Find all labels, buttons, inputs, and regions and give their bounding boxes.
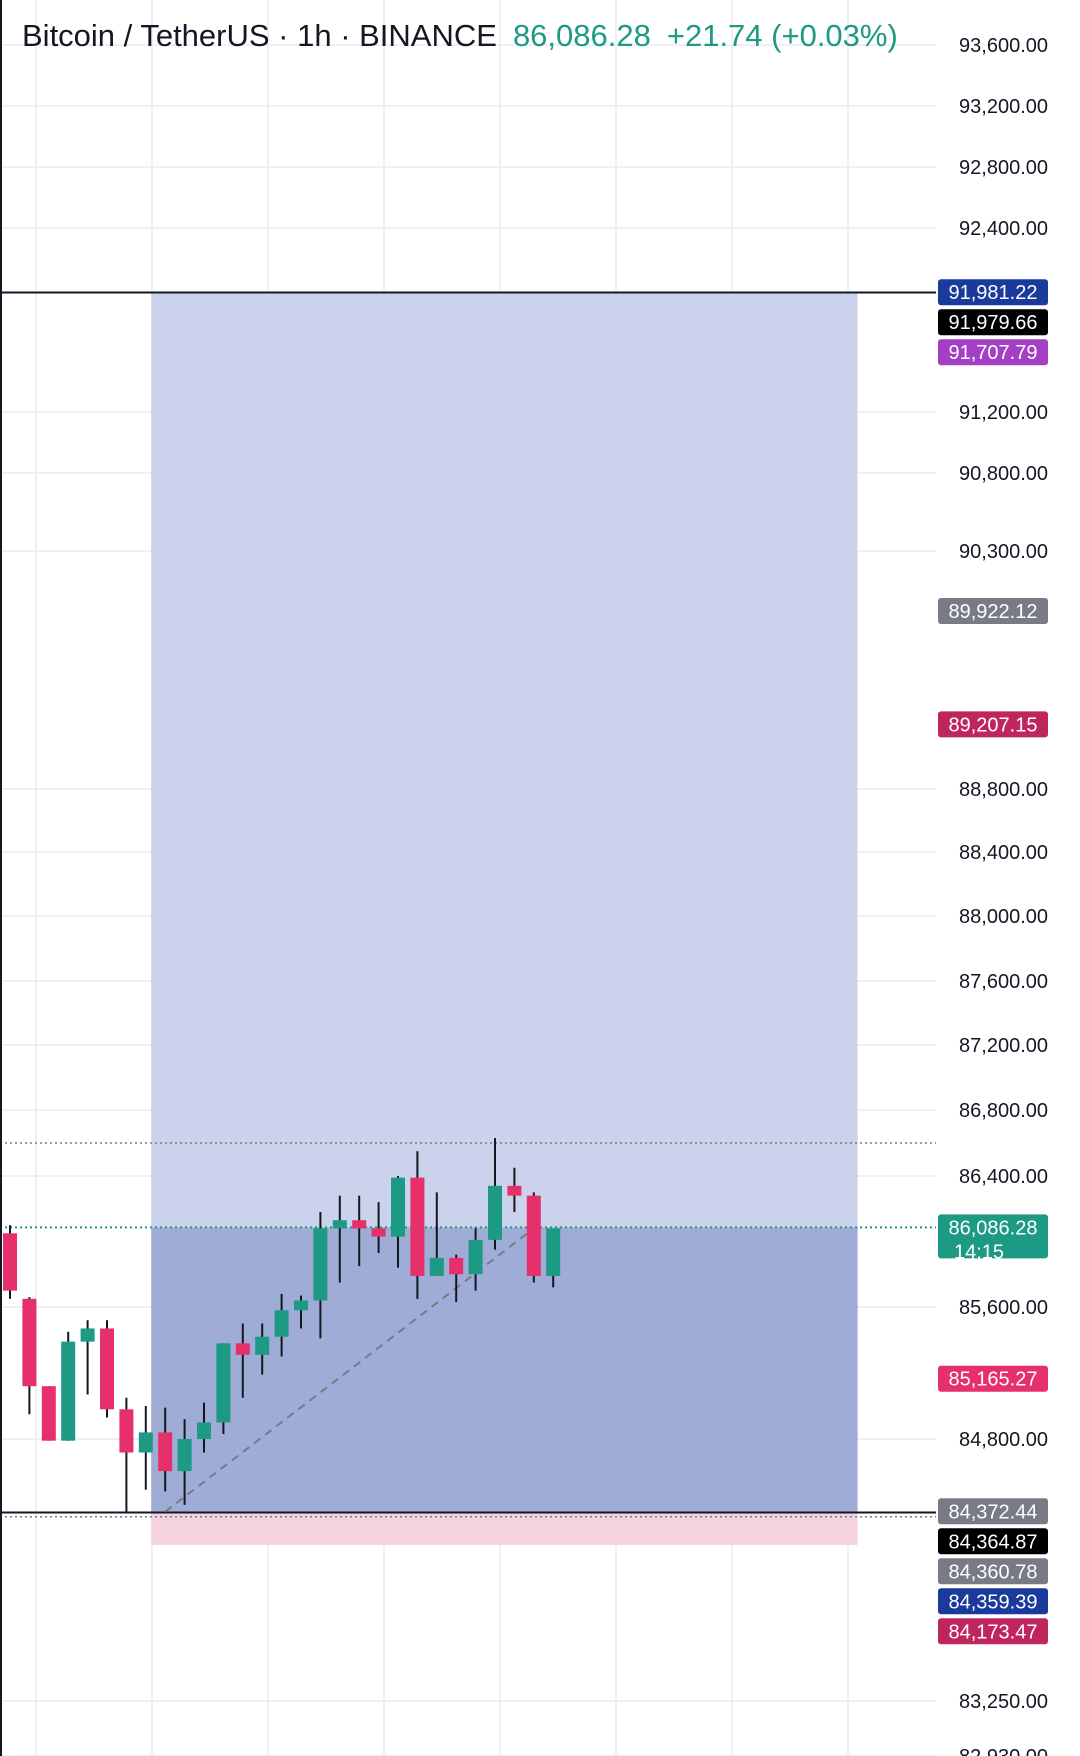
price-badge[interactable] [938, 279, 1048, 306]
price-tick-label: 92,400.00 [959, 218, 1048, 240]
candle-down[interactable] [22, 1298, 37, 1387]
candle-down[interactable] [526, 1195, 541, 1276]
plot-area[interactable] [0, 0, 936, 1756]
stop-zone[interactable] [151, 1512, 858, 1545]
candle-up[interactable] [61, 1341, 76, 1441]
trend-line[interactable] [164, 1227, 535, 1513]
candle-down[interactable] [158, 1432, 173, 1472]
candle-up[interactable] [391, 1177, 405, 1237]
candle-down[interactable] [371, 1228, 386, 1237]
candle-down[interactable] [507, 1185, 522, 1196]
target-zone[interactable] [151, 292, 858, 1228]
price-tick-label: 87,600.00 [959, 971, 1048, 993]
price-tick-label: 86,800.00 [959, 1100, 1048, 1122]
price-scale[interactable]: 93,600.00 93,200.00 92,800.00 92,400.00 91,2… [936, 0, 1080, 1756]
candle-up[interactable] [546, 1228, 561, 1276]
price-tick-label: 91,200.00 [959, 402, 1048, 424]
price-badge[interactable] [938, 597, 1048, 624]
price-tick-label: 88,000.00 [959, 906, 1048, 928]
candle-down[interactable] [41, 1386, 56, 1441]
price-badge-label: 84,372.44 [949, 1501, 1038, 1523]
price-tick-label: 87,200.00 [959, 1035, 1048, 1057]
price-badge-label: 91,981.22 [949, 282, 1038, 304]
candle-up[interactable] [468, 1239, 483, 1275]
price-badge-label: 89,922.12 [949, 601, 1038, 623]
price-badge-label: 84,359.39 [949, 1591, 1038, 1613]
price-change: +21.74 (+0.03%) [666, 18, 898, 53]
candle-up[interactable] [313, 1228, 328, 1301]
candle-down[interactable] [449, 1257, 464, 1275]
chart-header: Bitcoin / TetherUS · 1h · BINANCE 86,086… [22, 18, 898, 54]
candle-down[interactable] [119, 1409, 134, 1453]
price-badge[interactable] [938, 309, 1048, 336]
price-tick-label: 90,800.00 [959, 463, 1048, 485]
price-tick-label: 88,400.00 [959, 842, 1048, 864]
price-badge-label: 84,364.87 [949, 1531, 1038, 1553]
candle-down[interactable] [235, 1343, 250, 1355]
candle-up[interactable] [216, 1343, 231, 1423]
candle-up[interactable] [488, 1185, 502, 1240]
candle-up[interactable] [197, 1422, 211, 1440]
left-border [0, 0, 2, 1756]
price-badge[interactable] [938, 339, 1048, 366]
price-badge-label: 85,165.27 [949, 1369, 1038, 1391]
price-tick-label: 93,200.00 [959, 96, 1048, 118]
price-tick-label: 92,800.00 [959, 157, 1048, 179]
candle-up[interactable] [274, 1310, 289, 1337]
price-tick-label: 83,250.00 [959, 1691, 1048, 1713]
candle-down[interactable] [3, 1233, 17, 1291]
candle-up[interactable] [177, 1439, 192, 1472]
candle-down[interactable] [410, 1177, 425, 1276]
price-tick-label: 90,300.00 [959, 541, 1048, 563]
price-tick-label: 84,800.00 [959, 1429, 1048, 1451]
position-zone[interactable] [151, 1227, 858, 1513]
price-badge[interactable] [938, 1588, 1048, 1615]
price-badge-label: 91,979.66 [949, 312, 1038, 334]
last-price-badge-label: 86,086.28 [949, 1217, 1038, 1239]
price-badge-label: 89,207.15 [949, 714, 1038, 736]
price-badge[interactable] [938, 1365, 1048, 1392]
price-badge[interactable] [938, 1558, 1048, 1585]
price-badge[interactable] [938, 1528, 1048, 1555]
price-badge[interactable] [938, 711, 1048, 738]
price-badge-label: 84,360.78 [949, 1561, 1038, 1583]
candle-up[interactable] [255, 1336, 270, 1355]
candle-down[interactable] [100, 1328, 114, 1410]
price-tick-label: 82,930.00 [959, 1746, 1048, 1756]
price-tick-label: 86,400.00 [959, 1166, 1048, 1188]
last-price: 86,086.28 [512, 18, 651, 53]
price-badge-label: 91,707.79 [949, 342, 1038, 364]
candle-up[interactable] [80, 1328, 95, 1342]
candle-down[interactable] [352, 1220, 367, 1229]
candle-up[interactable] [294, 1300, 308, 1311]
price-tick-label: 85,600.00 [959, 1297, 1048, 1319]
price-tick-label: 88,800.00 [959, 779, 1048, 801]
price-tick-label: 93,600.00 [959, 35, 1048, 57]
price-badge[interactable] [938, 1618, 1048, 1645]
price-badge[interactable] [938, 1498, 1048, 1525]
candle-up[interactable] [332, 1220, 347, 1229]
candle-up[interactable] [138, 1432, 153, 1453]
countdown-label: 14:15 [954, 1241, 1004, 1263]
candle-up[interactable] [429, 1257, 444, 1276]
price-badge-label: 84,173.47 [949, 1621, 1038, 1643]
symbol-title[interactable]: Bitcoin / TetherUS · 1h · BINANCE [22, 18, 497, 53]
last-price-badge[interactable] [938, 1214, 1048, 1259]
